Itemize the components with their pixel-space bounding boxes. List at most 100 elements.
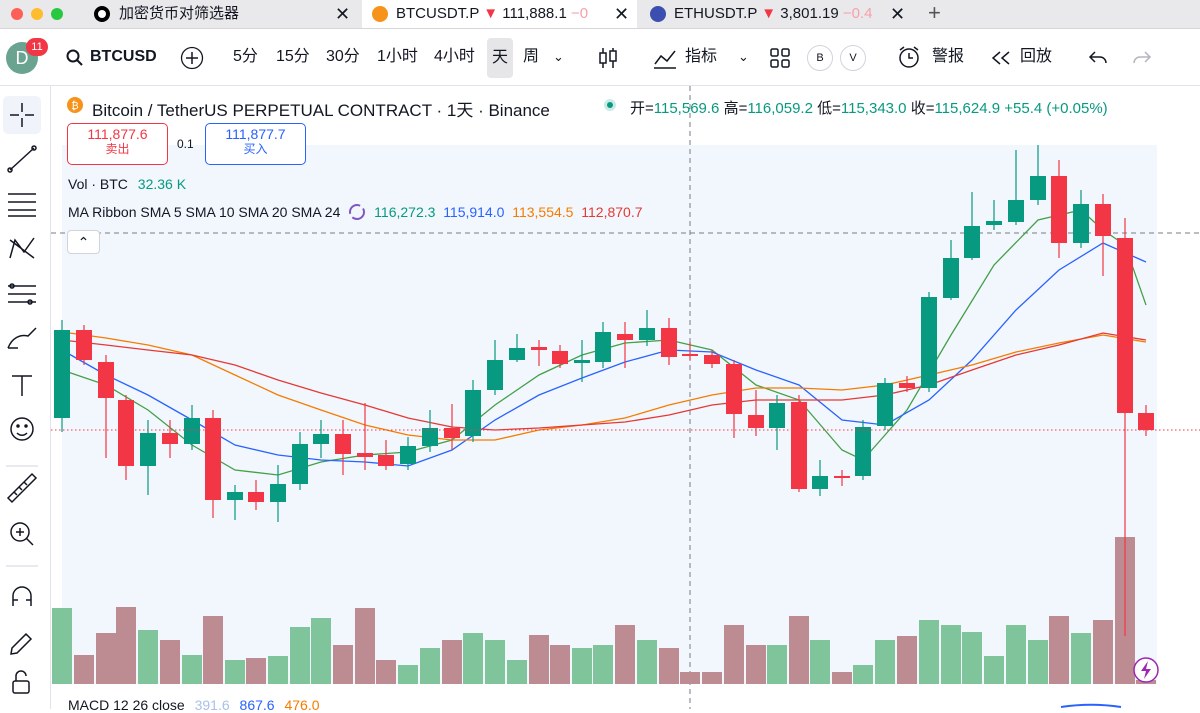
candle-body bbox=[704, 355, 720, 364]
fib-tool[interactable] bbox=[8, 193, 36, 217]
candle-body bbox=[1073, 204, 1089, 243]
brush-tool[interactable] bbox=[7, 327, 37, 349]
volume-bar bbox=[182, 655, 202, 684]
volume-bar bbox=[442, 640, 462, 684]
volume-bar bbox=[529, 635, 549, 684]
candle-body bbox=[964, 226, 980, 258]
volume-bar bbox=[138, 630, 158, 684]
tab-close[interactable]: ✕ bbox=[890, 0, 906, 28]
indicators-dropdown[interactable]: ⌄ bbox=[738, 49, 749, 64]
macd-value: 391.6 bbox=[194, 697, 230, 713]
collapse-legend[interactable]: ⌃ bbox=[67, 230, 100, 254]
volume-bar bbox=[160, 640, 180, 684]
legend-title: Bitcoin / TetherUS PERPETUAL CONTRACT · … bbox=[92, 101, 550, 120]
tab-icon bbox=[94, 6, 110, 22]
candle-body bbox=[1030, 176, 1046, 200]
emoji-tool[interactable] bbox=[10, 417, 34, 441]
tab[interactable]: ETHUSDT.P ▼ 3,801.19 −0.4 ✕ bbox=[640, 0, 915, 28]
candle-body bbox=[595, 332, 611, 362]
crosshair-tool[interactable] bbox=[10, 103, 34, 127]
candle-body bbox=[1095, 204, 1111, 236]
buy-button[interactable]: B bbox=[807, 45, 833, 71]
sell-button[interactable]: V bbox=[840, 45, 866, 71]
ma-value: 116,272.3 bbox=[374, 204, 436, 220]
undo-icon[interactable] bbox=[1088, 50, 1108, 66]
sell-box[interactable]: 111,877.6 卖出 bbox=[67, 123, 168, 165]
tab[interactable]: 加密货币对筛选器 ✕ bbox=[85, 0, 360, 28]
tab[interactable]: BTCUSDT.P ▼ 111,888.1 −0 ✕ bbox=[362, 0, 637, 28]
candle-body bbox=[617, 334, 633, 340]
projection-tool[interactable] bbox=[8, 283, 36, 305]
candle-body bbox=[1138, 413, 1154, 430]
interval[interactable]: 1小时 bbox=[377, 48, 418, 65]
tab-change: −0 bbox=[570, 5, 589, 22]
lock-tool[interactable] bbox=[12, 670, 30, 694]
volume-bar bbox=[1006, 625, 1026, 684]
volume-bar bbox=[615, 625, 635, 684]
volume-bar bbox=[225, 660, 245, 684]
tab-price: 3,801.19 bbox=[780, 5, 839, 22]
moving-average bbox=[61, 332, 1147, 431]
redo-icon[interactable] bbox=[1132, 50, 1152, 66]
interval[interactable]: 周 bbox=[523, 48, 540, 65]
svg-text:₿: ₿ bbox=[71, 100, 78, 112]
tab-change: −0.4 bbox=[842, 5, 873, 22]
indicators-icon[interactable] bbox=[652, 46, 678, 70]
ma-label: MA Ribbon SMA 5 SMA 10 SMA 20 SMA 24 bbox=[68, 204, 341, 220]
macd-value: 476.0 bbox=[284, 697, 320, 713]
indicators[interactable]: 指标 bbox=[685, 48, 718, 65]
chart bbox=[51, 86, 1200, 709]
candle-body bbox=[205, 418, 221, 500]
alert-icon[interactable] bbox=[897, 45, 923, 71]
tab-close[interactable]: ✕ bbox=[614, 0, 630, 28]
candle-body bbox=[682, 354, 698, 356]
candle-body bbox=[726, 364, 742, 414]
alert[interactable]: 警报 bbox=[932, 48, 965, 65]
candle-body bbox=[661, 328, 677, 357]
pattern-tool[interactable] bbox=[9, 237, 35, 259]
candle-body bbox=[1117, 238, 1133, 413]
volume-bar bbox=[810, 640, 830, 684]
replay[interactable]: 回放 bbox=[1020, 48, 1053, 65]
compare-button[interactable] bbox=[180, 46, 204, 70]
replay-icon[interactable] bbox=[990, 50, 1012, 66]
interval-dropdown[interactable]: ⌄ bbox=[553, 49, 564, 64]
volume-bar bbox=[637, 640, 657, 684]
volume-bar bbox=[290, 627, 310, 684]
chart-background bbox=[62, 145, 1157, 684]
volume-bar bbox=[1071, 633, 1091, 684]
magnet-tool[interactable] bbox=[12, 586, 32, 606]
interval-selected[interactable]: 天 bbox=[487, 38, 513, 78]
chart-type-icon[interactable] bbox=[598, 46, 618, 70]
text-tool[interactable] bbox=[12, 375, 32, 396]
zoom-tool[interactable] bbox=[10, 522, 34, 546]
candle-body bbox=[248, 492, 264, 502]
layout-icon[interactable] bbox=[770, 48, 790, 68]
lock-drawings[interactable] bbox=[10, 632, 33, 655]
candle-body bbox=[1051, 176, 1067, 243]
candle-body bbox=[834, 476, 850, 478]
interval[interactable]: 15分 bbox=[276, 48, 310, 65]
buy-box[interactable]: 111,877.7 买入 bbox=[205, 123, 306, 165]
ohlc-label: 低= bbox=[817, 100, 841, 117]
sell-price: 111,877.6 bbox=[87, 126, 148, 142]
candle-body bbox=[140, 433, 156, 466]
symbol[interactable]: BTCUSD bbox=[90, 48, 157, 65]
ruler-tool[interactable] bbox=[6, 472, 38, 504]
tab-close[interactable]: ✕ bbox=[335, 4, 351, 24]
change: +55.4 (+0.05%) bbox=[1004, 100, 1108, 117]
candle-body bbox=[986, 221, 1002, 225]
volume-value: 32.36 K bbox=[137, 176, 187, 192]
macd-legend: MACD 12 26 close 391.6 867.6 476.0 bbox=[68, 697, 320, 713]
macd-label: MACD 12 26 close bbox=[68, 697, 185, 713]
new-tab[interactable]: + bbox=[928, 0, 941, 25]
volume-label: Vol · BTC bbox=[68, 176, 128, 192]
interval[interactable]: 5分 bbox=[233, 48, 258, 65]
interval[interactable]: 4小时 bbox=[434, 48, 475, 65]
interval[interactable]: 30分 bbox=[326, 48, 360, 65]
line-tool[interactable] bbox=[7, 145, 37, 173]
candle-body bbox=[335, 434, 351, 454]
ma-icon bbox=[349, 204, 366, 220]
volume-bar bbox=[746, 645, 766, 684]
